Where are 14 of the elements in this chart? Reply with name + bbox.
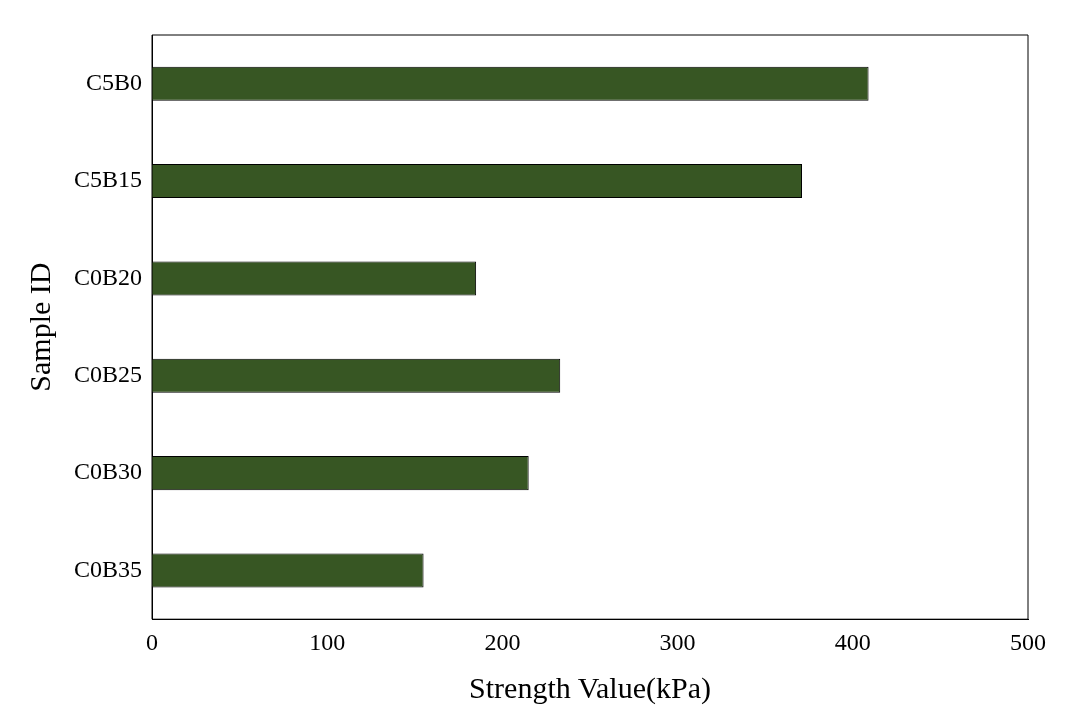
x-tick-label: 200 (484, 628, 521, 655)
y-tick-label: C0B25 (74, 361, 143, 388)
y-axis-title: Sample ID (22, 262, 56, 392)
y-tick-label: C0B20 (74, 263, 143, 290)
x-tick-label: 0 (146, 628, 159, 655)
x-tick-label: 400 (834, 628, 871, 655)
x-tick-label: 100 (309, 628, 346, 655)
x-axis-title: Strength Value(kPa) (469, 670, 711, 705)
x-tick-label: 500 (1010, 628, 1046, 655)
y-tick-label: C0B30 (74, 458, 143, 485)
y-tick-label: C5B15 (74, 166, 143, 193)
y-tick-label: C5B0 (86, 68, 143, 95)
y-tick-label: C0B35 (74, 555, 143, 582)
x-tick-label: 300 (659, 628, 696, 655)
